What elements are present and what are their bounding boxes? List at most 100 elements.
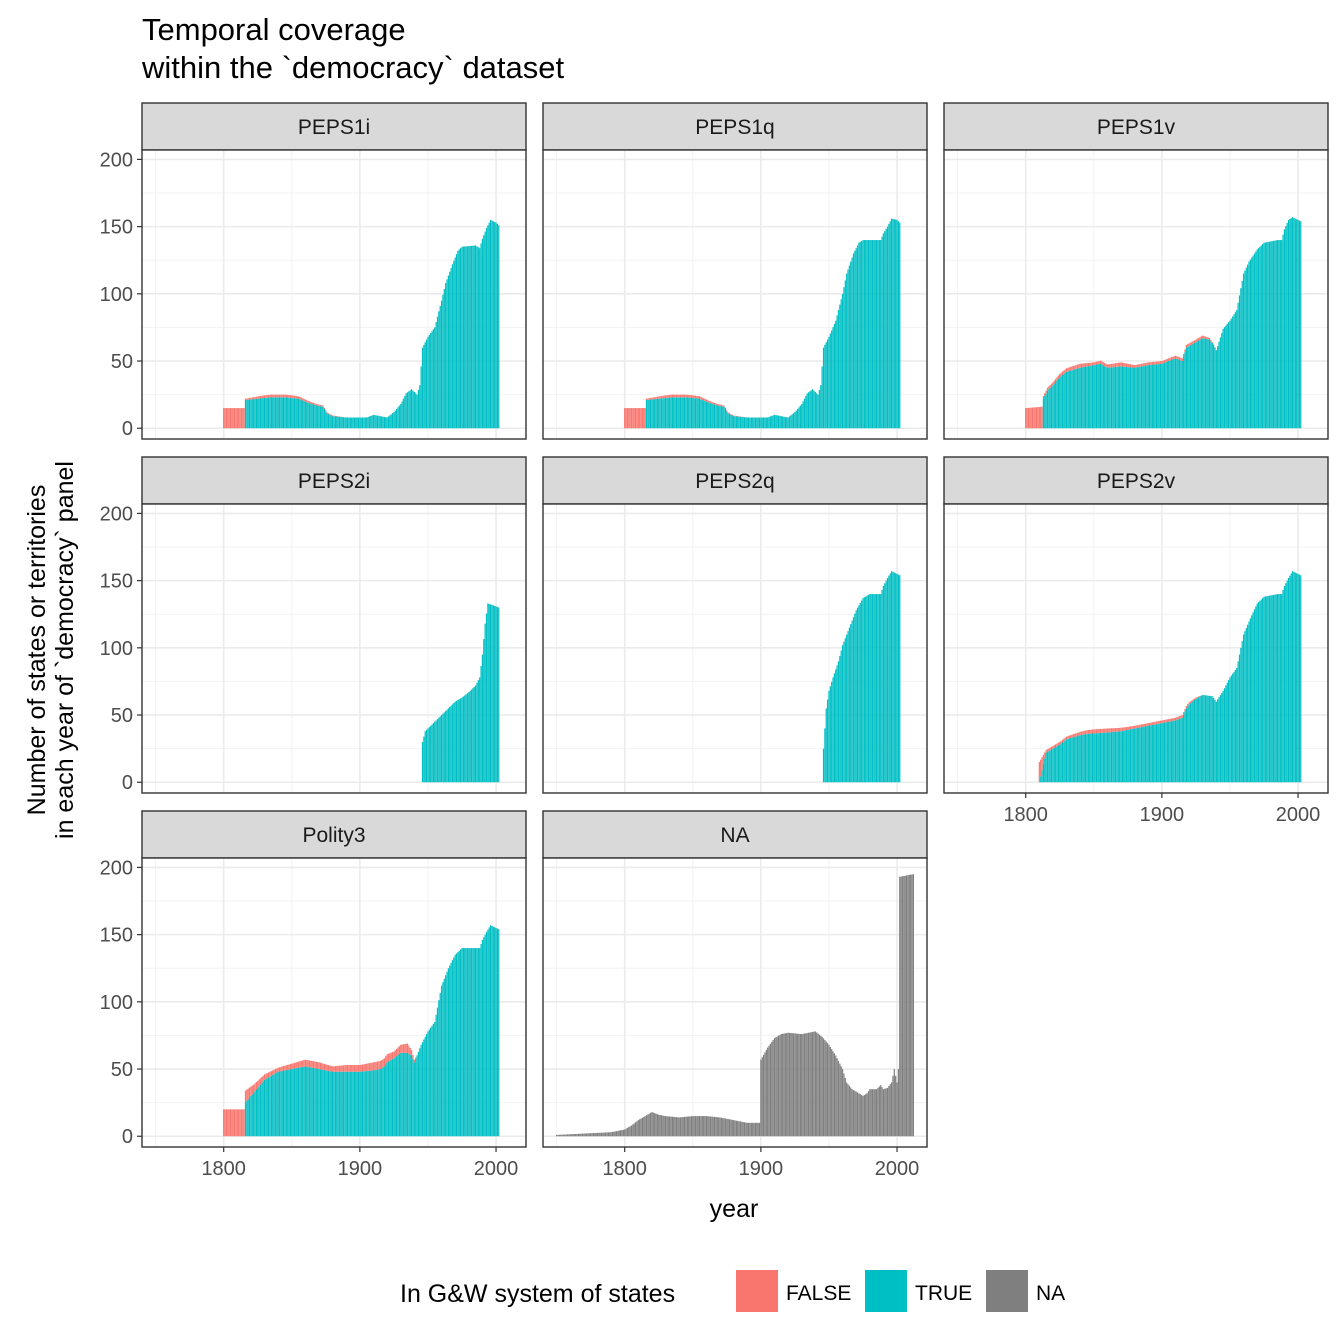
bar-false xyxy=(1082,731,1084,735)
bar-false xyxy=(1104,362,1106,367)
bar-false xyxy=(728,413,731,415)
bar-na xyxy=(669,1116,671,1137)
bar-true xyxy=(345,1071,347,1137)
bar-na xyxy=(746,1122,748,1137)
legend-label-na: NA xyxy=(1036,1282,1065,1305)
bar-na xyxy=(828,1044,830,1137)
bar-true xyxy=(424,731,426,783)
bar-true xyxy=(765,417,767,429)
bar-true xyxy=(1248,261,1250,429)
bar-true xyxy=(1172,359,1174,429)
bar-false xyxy=(1187,704,1189,707)
bar-na xyxy=(745,1122,747,1137)
bar-false xyxy=(1183,353,1185,357)
bar-na xyxy=(735,1120,737,1137)
bar-true xyxy=(495,222,497,429)
bar-false xyxy=(1151,361,1153,365)
bar-true xyxy=(735,416,737,429)
bar-true xyxy=(1281,240,1283,429)
bar-true xyxy=(400,1052,402,1137)
bar-false xyxy=(636,408,638,429)
bar-true xyxy=(1063,741,1065,783)
bar-false xyxy=(1180,357,1182,361)
bar-true xyxy=(255,1089,257,1137)
bar-false xyxy=(1027,407,1030,429)
bar-na xyxy=(897,1069,900,1137)
bar-false xyxy=(1169,357,1171,361)
bar-true xyxy=(1121,730,1123,783)
bar-na xyxy=(851,1089,853,1137)
bar-true xyxy=(1193,342,1196,429)
bar-na xyxy=(630,1125,633,1137)
bar-true xyxy=(432,1023,435,1137)
bar-false xyxy=(1037,407,1039,429)
bar-true xyxy=(310,1067,312,1137)
bar-na xyxy=(618,1130,620,1137)
bar-true xyxy=(1154,364,1156,429)
bar-false xyxy=(1052,382,1054,386)
bar-na xyxy=(579,1133,581,1137)
bar-true xyxy=(396,408,398,429)
bar-true xyxy=(1264,242,1266,429)
bar-true xyxy=(1075,368,1077,429)
bar-true xyxy=(1192,701,1194,783)
bar-true xyxy=(453,260,455,429)
bar-true xyxy=(445,975,447,1137)
bar-false xyxy=(368,1063,371,1071)
bar-true xyxy=(259,398,262,429)
bar-false xyxy=(285,1065,287,1071)
bar-true xyxy=(317,405,319,429)
bar-true xyxy=(1257,602,1260,783)
bar-true xyxy=(411,1055,413,1137)
bar-na xyxy=(603,1132,605,1137)
bar-true xyxy=(704,400,706,429)
bar-false xyxy=(308,1060,311,1068)
bar-true xyxy=(1242,273,1245,429)
bar-true xyxy=(439,992,441,1137)
bar-true xyxy=(366,1071,368,1137)
bar-na xyxy=(716,1117,718,1137)
bar-true xyxy=(1290,573,1292,783)
bar-true xyxy=(1097,364,1099,429)
bar-false xyxy=(1149,722,1151,726)
bar-false xyxy=(1112,728,1114,732)
bar-false xyxy=(1072,734,1074,738)
bar-false xyxy=(697,396,699,399)
bar-true xyxy=(1199,696,1201,783)
bar-na xyxy=(611,1131,614,1137)
bar-true xyxy=(480,665,482,783)
bar-true xyxy=(873,240,875,429)
bar-true xyxy=(330,1071,332,1137)
bar-true xyxy=(1244,270,1246,429)
bar-false xyxy=(1180,715,1182,719)
bar-false xyxy=(302,398,304,401)
bar-na xyxy=(726,1118,728,1137)
bar-true xyxy=(867,594,870,783)
bar-true xyxy=(485,931,488,1137)
bar-false xyxy=(227,1109,229,1137)
bar-false xyxy=(1166,358,1168,362)
bar-true xyxy=(1262,244,1264,429)
bar-true xyxy=(449,271,451,429)
bar-na xyxy=(752,1122,754,1137)
bar-true xyxy=(325,411,327,429)
bar-true xyxy=(480,944,482,1137)
bar-true xyxy=(462,696,464,783)
bar-na xyxy=(757,1122,759,1137)
bar-false xyxy=(308,401,311,404)
bar-na xyxy=(792,1033,795,1137)
legend: In G&W system of states FALSE TRUE NA xyxy=(400,1270,1065,1312)
bar-false xyxy=(1168,358,1170,362)
bar-true xyxy=(1291,571,1294,783)
bar-false xyxy=(251,1085,253,1095)
bar-false xyxy=(1093,729,1095,734)
bar-true xyxy=(1104,366,1106,429)
bar-false xyxy=(633,408,635,429)
bar-na xyxy=(911,874,913,1137)
bar-na xyxy=(621,1130,623,1137)
bar-false xyxy=(349,1065,351,1072)
bar-true xyxy=(430,1027,432,1137)
bar-true xyxy=(1262,598,1264,783)
bar-false xyxy=(232,408,234,429)
bar-true xyxy=(880,240,882,429)
